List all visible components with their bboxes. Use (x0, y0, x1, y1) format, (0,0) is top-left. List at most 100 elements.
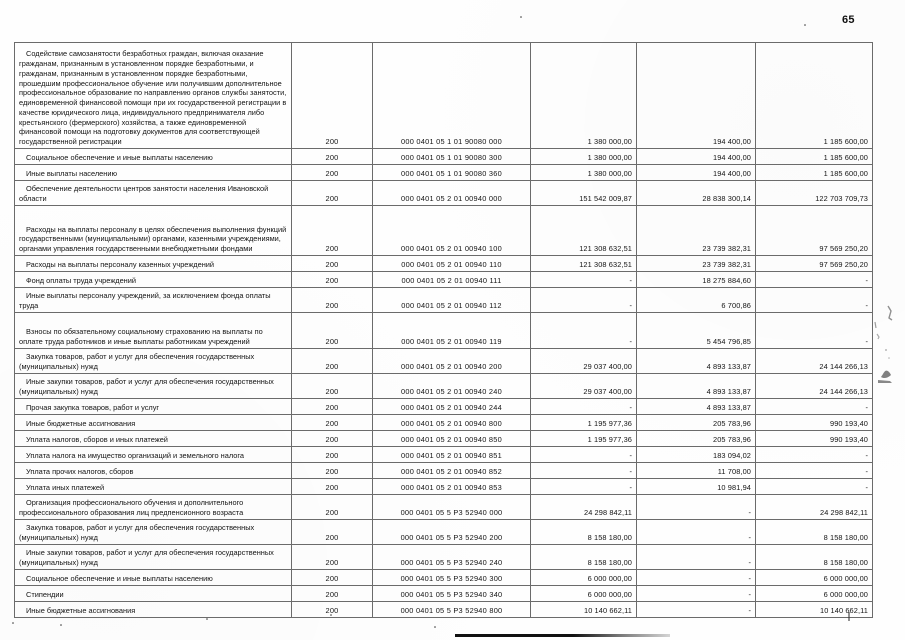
cell-code: 000 0401 05 5 P3 52940 240 (372, 544, 531, 570)
cell-v1: 151 542 009,87 (530, 180, 637, 206)
cell-code: 000 0401 05 5 P3 52940 340 (372, 585, 531, 602)
table-row: Прочая закупка товаров, работ и услуг 200… (14, 398, 873, 415)
cell-blank: 200 (291, 585, 373, 602)
cell-v1: 1 380 000,00 (530, 42, 637, 149)
cell-name: Уплата прочих налогов, сборов (14, 462, 292, 479)
cell-v2: - (636, 601, 756, 618)
cell-code: 000 0401 05 2 01 00940 000 (372, 180, 531, 206)
cell-name: Стипендии (14, 585, 292, 602)
cell-v1: - (530, 312, 637, 349)
cell-v3: 1 185 600,00 (755, 148, 873, 165)
cell-v2: 4 893 133,87 (636, 398, 756, 415)
cell-v3: - (755, 312, 873, 349)
cell-v2: 23 739 382,31 (636, 205, 756, 256)
cell-v1: 1 380 000,00 (530, 148, 637, 165)
cell-name: Расходы на выплаты персоналу казенных уч… (14, 255, 292, 272)
cell-v3: 122 703 709,73 (755, 180, 873, 206)
cell-v2: 4 893 133,87 (636, 348, 756, 374)
cell-v2: - (636, 585, 756, 602)
cell-v2: 28 838 300,14 (636, 180, 756, 206)
scan-speck (804, 24, 806, 26)
table-row: Уплата налогов, сборов и иных платежей 20… (14, 430, 873, 447)
cell-blank: 200 (291, 312, 373, 349)
cell-v2: 10 981,94 (636, 478, 756, 495)
cell-v1: - (530, 398, 637, 415)
cell-blank: 200 (291, 255, 373, 272)
cell-blank: 200 (291, 519, 373, 545)
cell-name: Иные закупки товаров, работ и услуг для … (14, 373, 292, 399)
cell-name: Социальное обеспечение и иные выплаты на… (14, 569, 292, 586)
table-row: Закупка товаров, работ и услуг для обесп… (14, 348, 873, 374)
scan-smudge (872, 300, 898, 386)
cell-code: 000 0401 05 2 01 00940 851 (372, 446, 531, 463)
cell-v1: - (530, 271, 637, 288)
cell-blank: 200 (291, 414, 373, 431)
table-row: Уплата иных платежей 200 000 0401 05 2 01 … (14, 478, 873, 495)
cell-v2: 205 783,96 (636, 430, 756, 447)
cell-code: 000 0401 05 5 P3 52940 200 (372, 519, 531, 545)
cell-v3: 1 185 600,00 (755, 42, 873, 149)
cell-v2: 183 094,02 (636, 446, 756, 463)
cell-blank: 200 (291, 494, 373, 520)
table-row: Иные выплаты персоналу учреждений, за ис… (14, 287, 873, 313)
cell-blank: 200 (291, 462, 373, 479)
table-row: Иные бюджетные ассигнования 200 000 0401 0… (14, 601, 873, 618)
scan-speck (12, 622, 14, 624)
cell-v3: 97 569 250,20 (755, 255, 873, 272)
cell-v1: - (530, 287, 637, 313)
cell-v3: 97 569 250,20 (755, 205, 873, 256)
cell-name: Обеспечение деятельности центров занятос… (14, 180, 292, 206)
cell-name: Уплата налога на имущество организаций и… (14, 446, 292, 463)
cell-blank: 200 (291, 446, 373, 463)
table-row: Иные закупки товаров, работ и услуг для … (14, 544, 873, 570)
cell-v3: 8 158 180,00 (755, 544, 873, 570)
cell-blank: 200 (291, 164, 373, 181)
cell-name: Взносы по обязательному социальному стра… (14, 312, 292, 349)
cell-v1: 1 195 977,36 (530, 430, 637, 447)
cell-blank: 200 (291, 271, 373, 288)
cell-blank: 200 (291, 180, 373, 206)
cell-name: Социальное обеспечение и иные выплаты на… (14, 148, 292, 165)
scan-speck (520, 16, 522, 18)
table-row: Организация профессионального обучения и… (14, 494, 873, 520)
cell-name: Закупка товаров, работ и услуг для обесп… (14, 519, 292, 545)
cell-v3: - (755, 271, 873, 288)
cell-v2: - (636, 544, 756, 570)
cell-blank: 200 (291, 544, 373, 570)
cell-name: Расходы на выплаты персоналу в целях обе… (14, 205, 292, 256)
cell-v3: 24 144 266,13 (755, 373, 873, 399)
table-row: Иные бюджетные ассигнования 200 000 0401 0… (14, 414, 873, 431)
table-row: Стипендии 200 000 0401 05 5 P3 52940 340 6 … (14, 585, 873, 602)
cell-code: 000 0401 05 2 01 00940 110 (372, 255, 531, 272)
cell-code: 000 0401 05 2 01 00940 850 (372, 430, 531, 447)
cell-v1: 121 308 632,51 (530, 205, 637, 256)
cell-v3: - (755, 398, 873, 415)
cell-code: 000 0401 05 2 01 00940 853 (372, 478, 531, 495)
table-row: Социальное обеспечение и иные выплаты на… (14, 148, 873, 165)
cell-v3: 990 193,40 (755, 430, 873, 447)
scan-speck (434, 626, 436, 628)
table-row: Расходы на выплаты персоналу в целях обе… (14, 205, 873, 256)
cell-code: 000 0401 05 2 01 00940 200 (372, 348, 531, 374)
cell-blank: 200 (291, 348, 373, 374)
cell-code: 000 0401 05 5 P3 52940 800 (372, 601, 531, 618)
cell-v2: 6 700,86 (636, 287, 756, 313)
cell-v1: 1 380 000,00 (530, 164, 637, 181)
cell-code: 000 0401 05 2 01 00940 244 (372, 398, 531, 415)
cell-name: Фонд оплаты труда учреждений (14, 271, 292, 288)
cell-v2: 18 275 884,60 (636, 271, 756, 288)
cell-code: 000 0401 05 5 P3 52940 300 (372, 569, 531, 586)
cell-v2: 205 783,96 (636, 414, 756, 431)
cell-v2: 194 400,00 (636, 164, 756, 181)
table-row: Уплата прочих налогов, сборов 200 000 0401… (14, 462, 873, 479)
cell-v3: 1 185 600,00 (755, 164, 873, 181)
table-row: Социальное обеспечение и иные выплаты на… (14, 569, 873, 586)
cell-blank: 200 (291, 601, 373, 618)
cell-v3: 24 144 266,13 (755, 348, 873, 374)
cell-v3: - (755, 287, 873, 313)
cell-v2: 11 708,00 (636, 462, 756, 479)
cell-v3: - (755, 462, 873, 479)
cell-name: Иные закупки товаров, работ и услуг для … (14, 544, 292, 570)
cell-v1: 29 037 400,00 (530, 373, 637, 399)
